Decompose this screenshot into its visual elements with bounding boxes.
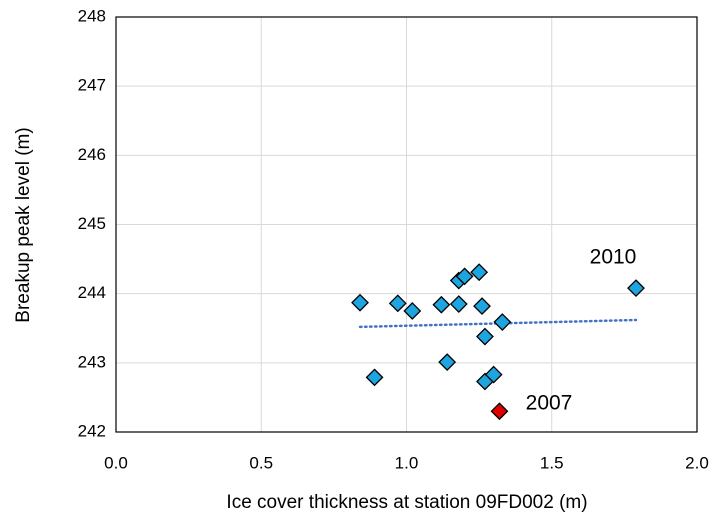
point [432, 295, 451, 314]
point [493, 313, 512, 331]
point [627, 279, 645, 298]
point [476, 327, 494, 346]
point [473, 297, 491, 316]
annotation: 2010 [590, 246, 637, 269]
point [490, 402, 509, 421]
x-tick-label: 1.5 [540, 453, 564, 472]
y-tick-label: 244 [78, 283, 106, 302]
point [484, 365, 503, 384]
x-tick-label: 0.0 [104, 453, 128, 472]
point [470, 263, 489, 282]
x-tick-label: 1.0 [395, 453, 419, 472]
point [449, 295, 468, 313]
annotation: 2007 [526, 392, 573, 415]
point [438, 353, 457, 372]
y-axis-title: Breakup peak level (m) [13, 127, 34, 322]
y-tick-label: 248 [78, 6, 106, 25]
trendline [358, 318, 638, 329]
point [403, 302, 422, 320]
y-tick-label: 243 [78, 352, 106, 371]
point [351, 293, 369, 312]
y-tick-label: 247 [78, 76, 106, 95]
point [365, 368, 384, 387]
y-tick-label: 242 [78, 421, 106, 440]
x-tick-label: 0.5 [249, 453, 273, 472]
point [455, 267, 474, 286]
x-axis-title: Ice cover thickness at station 09FD002 (… [226, 492, 587, 513]
point [388, 294, 407, 313]
x-tick-label: 2.0 [685, 453, 709, 472]
y-tick-label: 246 [78, 145, 106, 164]
y-tick-label: 245 [78, 214, 106, 233]
plot-frame [115, 16, 698, 433]
